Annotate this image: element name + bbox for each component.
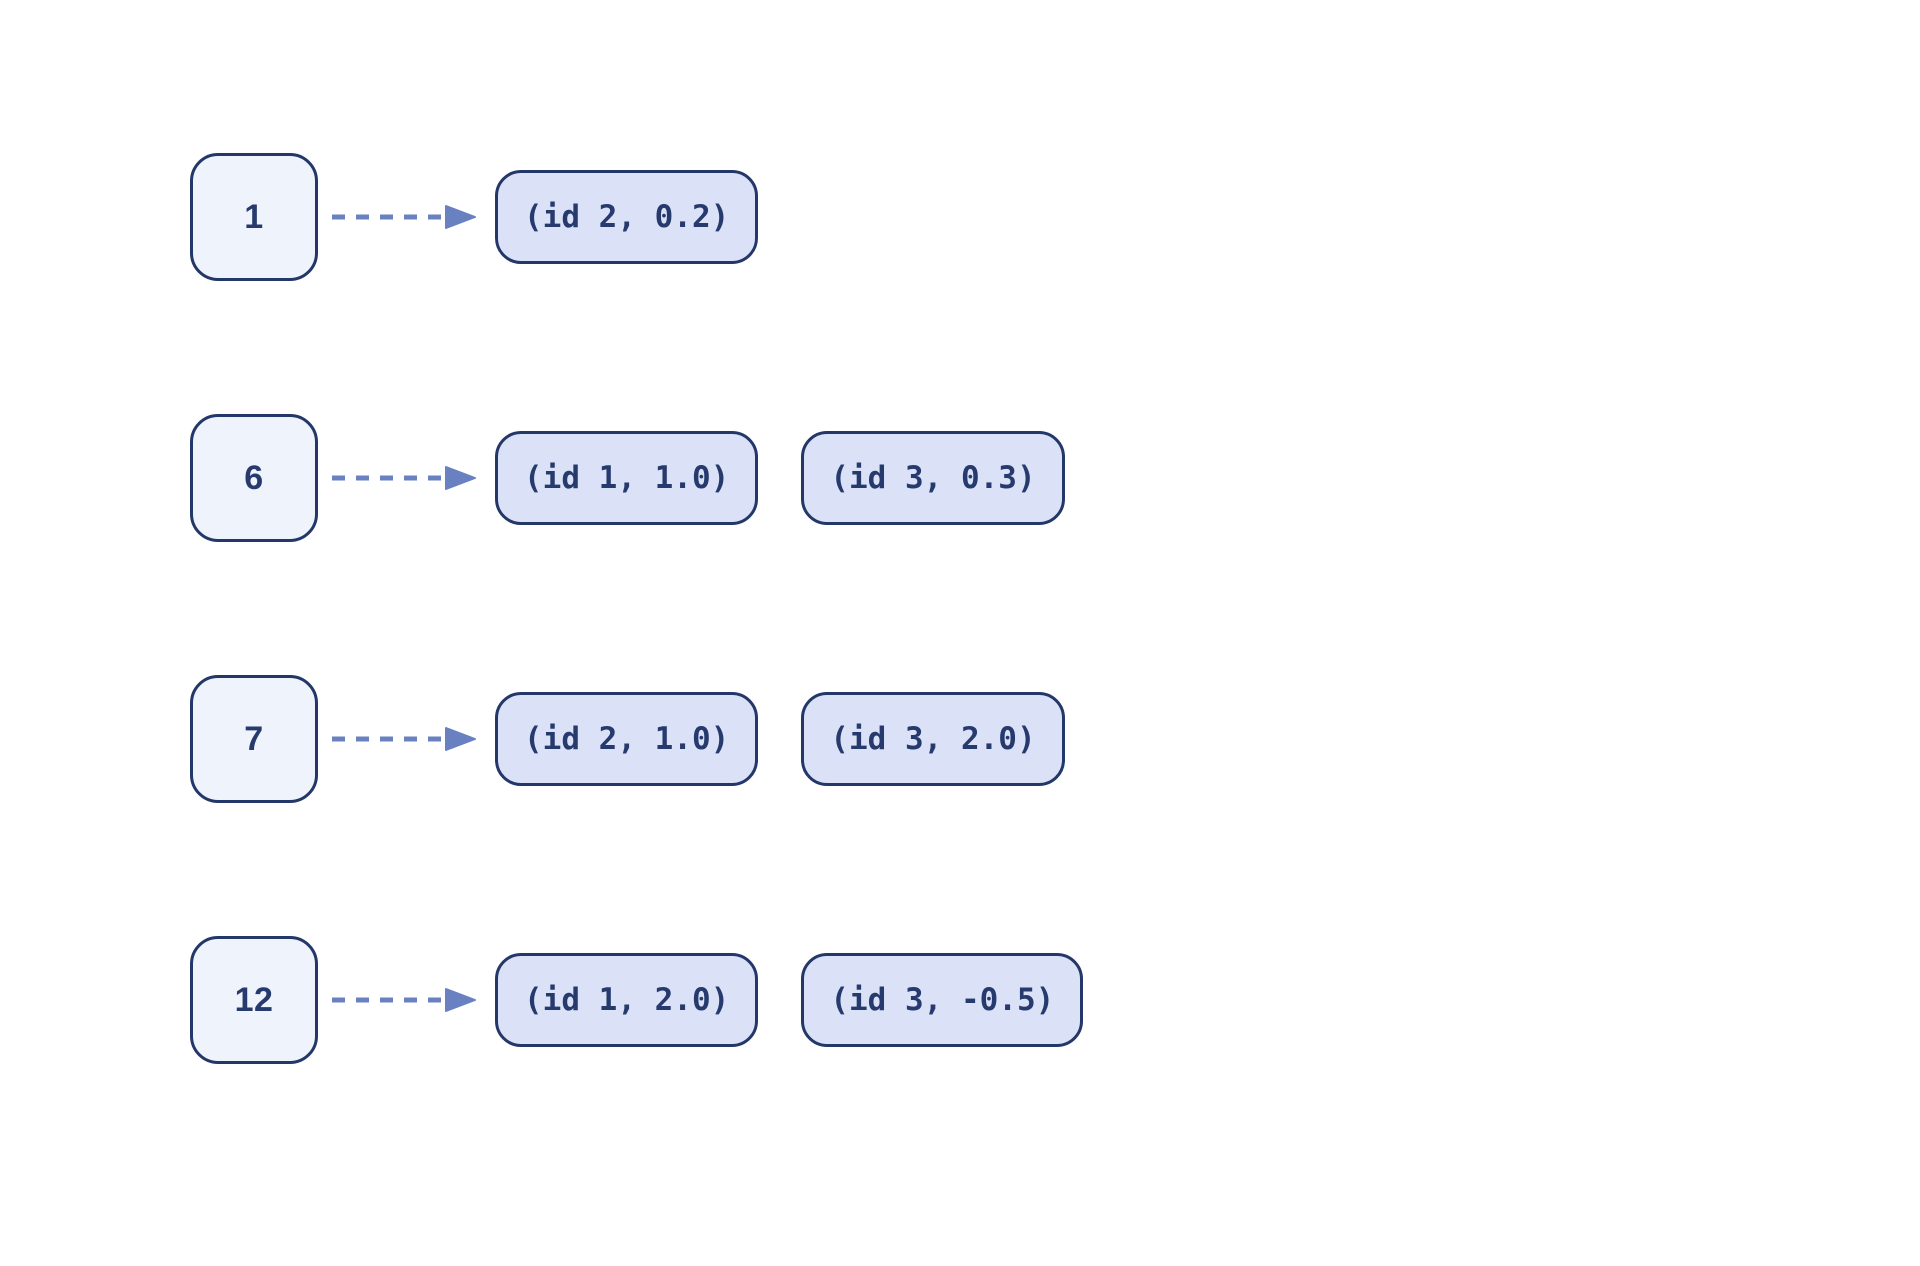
posting-label: (id 2, 1.0) [524,721,730,757]
posting-label: (id 3, -0.5) [830,982,1055,1018]
key-label: 12 [234,980,274,1019]
posting-label: (id 3, 0.3) [830,460,1036,496]
index-row: 12 (id 1, 2.0) (id 3, -0.5) [190,935,1084,1065]
rows: 1 (id 2, 0.2) 6 (id 1, 1.0) [190,152,1084,1065]
index-row: 1 (id 2, 0.2) [190,152,1083,282]
key-box: 7 [190,675,318,803]
posting-box: (id 2, 0.2) [495,170,759,264]
index-row: 7 (id 2, 1.0) (id 3, 2.0) [190,674,1083,804]
posting-box: (id 3, 2.0) [801,692,1065,786]
posting-box: (id 1, 2.0) [495,953,759,1047]
dashed-arrow-right-icon [332,988,476,1012]
posting-label: (id 2, 0.2) [524,199,730,235]
posting-box: (id 2, 1.0) [495,692,759,786]
dashed-arrow-right-icon [332,466,476,490]
key-box: 6 [190,414,318,542]
posting-label: (id 1, 2.0) [524,982,730,1018]
key-box: 1 [190,153,318,281]
index-row: 6 (id 1, 1.0) (id 3, 0.3) [190,413,1083,543]
postings: (id 2, 1.0) (id 3, 2.0) [495,692,1065,786]
posting-box: (id 3, -0.5) [801,953,1084,1047]
postings: (id 2, 0.2) [495,170,759,264]
posting-label: (id 1, 1.0) [524,460,730,496]
dashed-arrow-right-icon [332,205,476,229]
dashed-arrow-right-icon [332,727,476,751]
posting-box: (id 1, 1.0) [495,431,759,525]
posting-box: (id 3, 0.3) [801,431,1065,525]
posting-label: (id 3, 2.0) [830,721,1036,757]
key-label: 6 [244,458,264,497]
key-box: 12 [190,936,318,1064]
key-label: 1 [244,197,264,236]
key-label: 7 [244,719,264,758]
diagram-canvas: 1 (id 2, 0.2) 6 (id 1, 1.0) [190,152,1084,1196]
postings: (id 1, 1.0) (id 3, 0.3) [495,431,1065,525]
postings: (id 1, 2.0) (id 3, -0.5) [495,953,1084,1047]
